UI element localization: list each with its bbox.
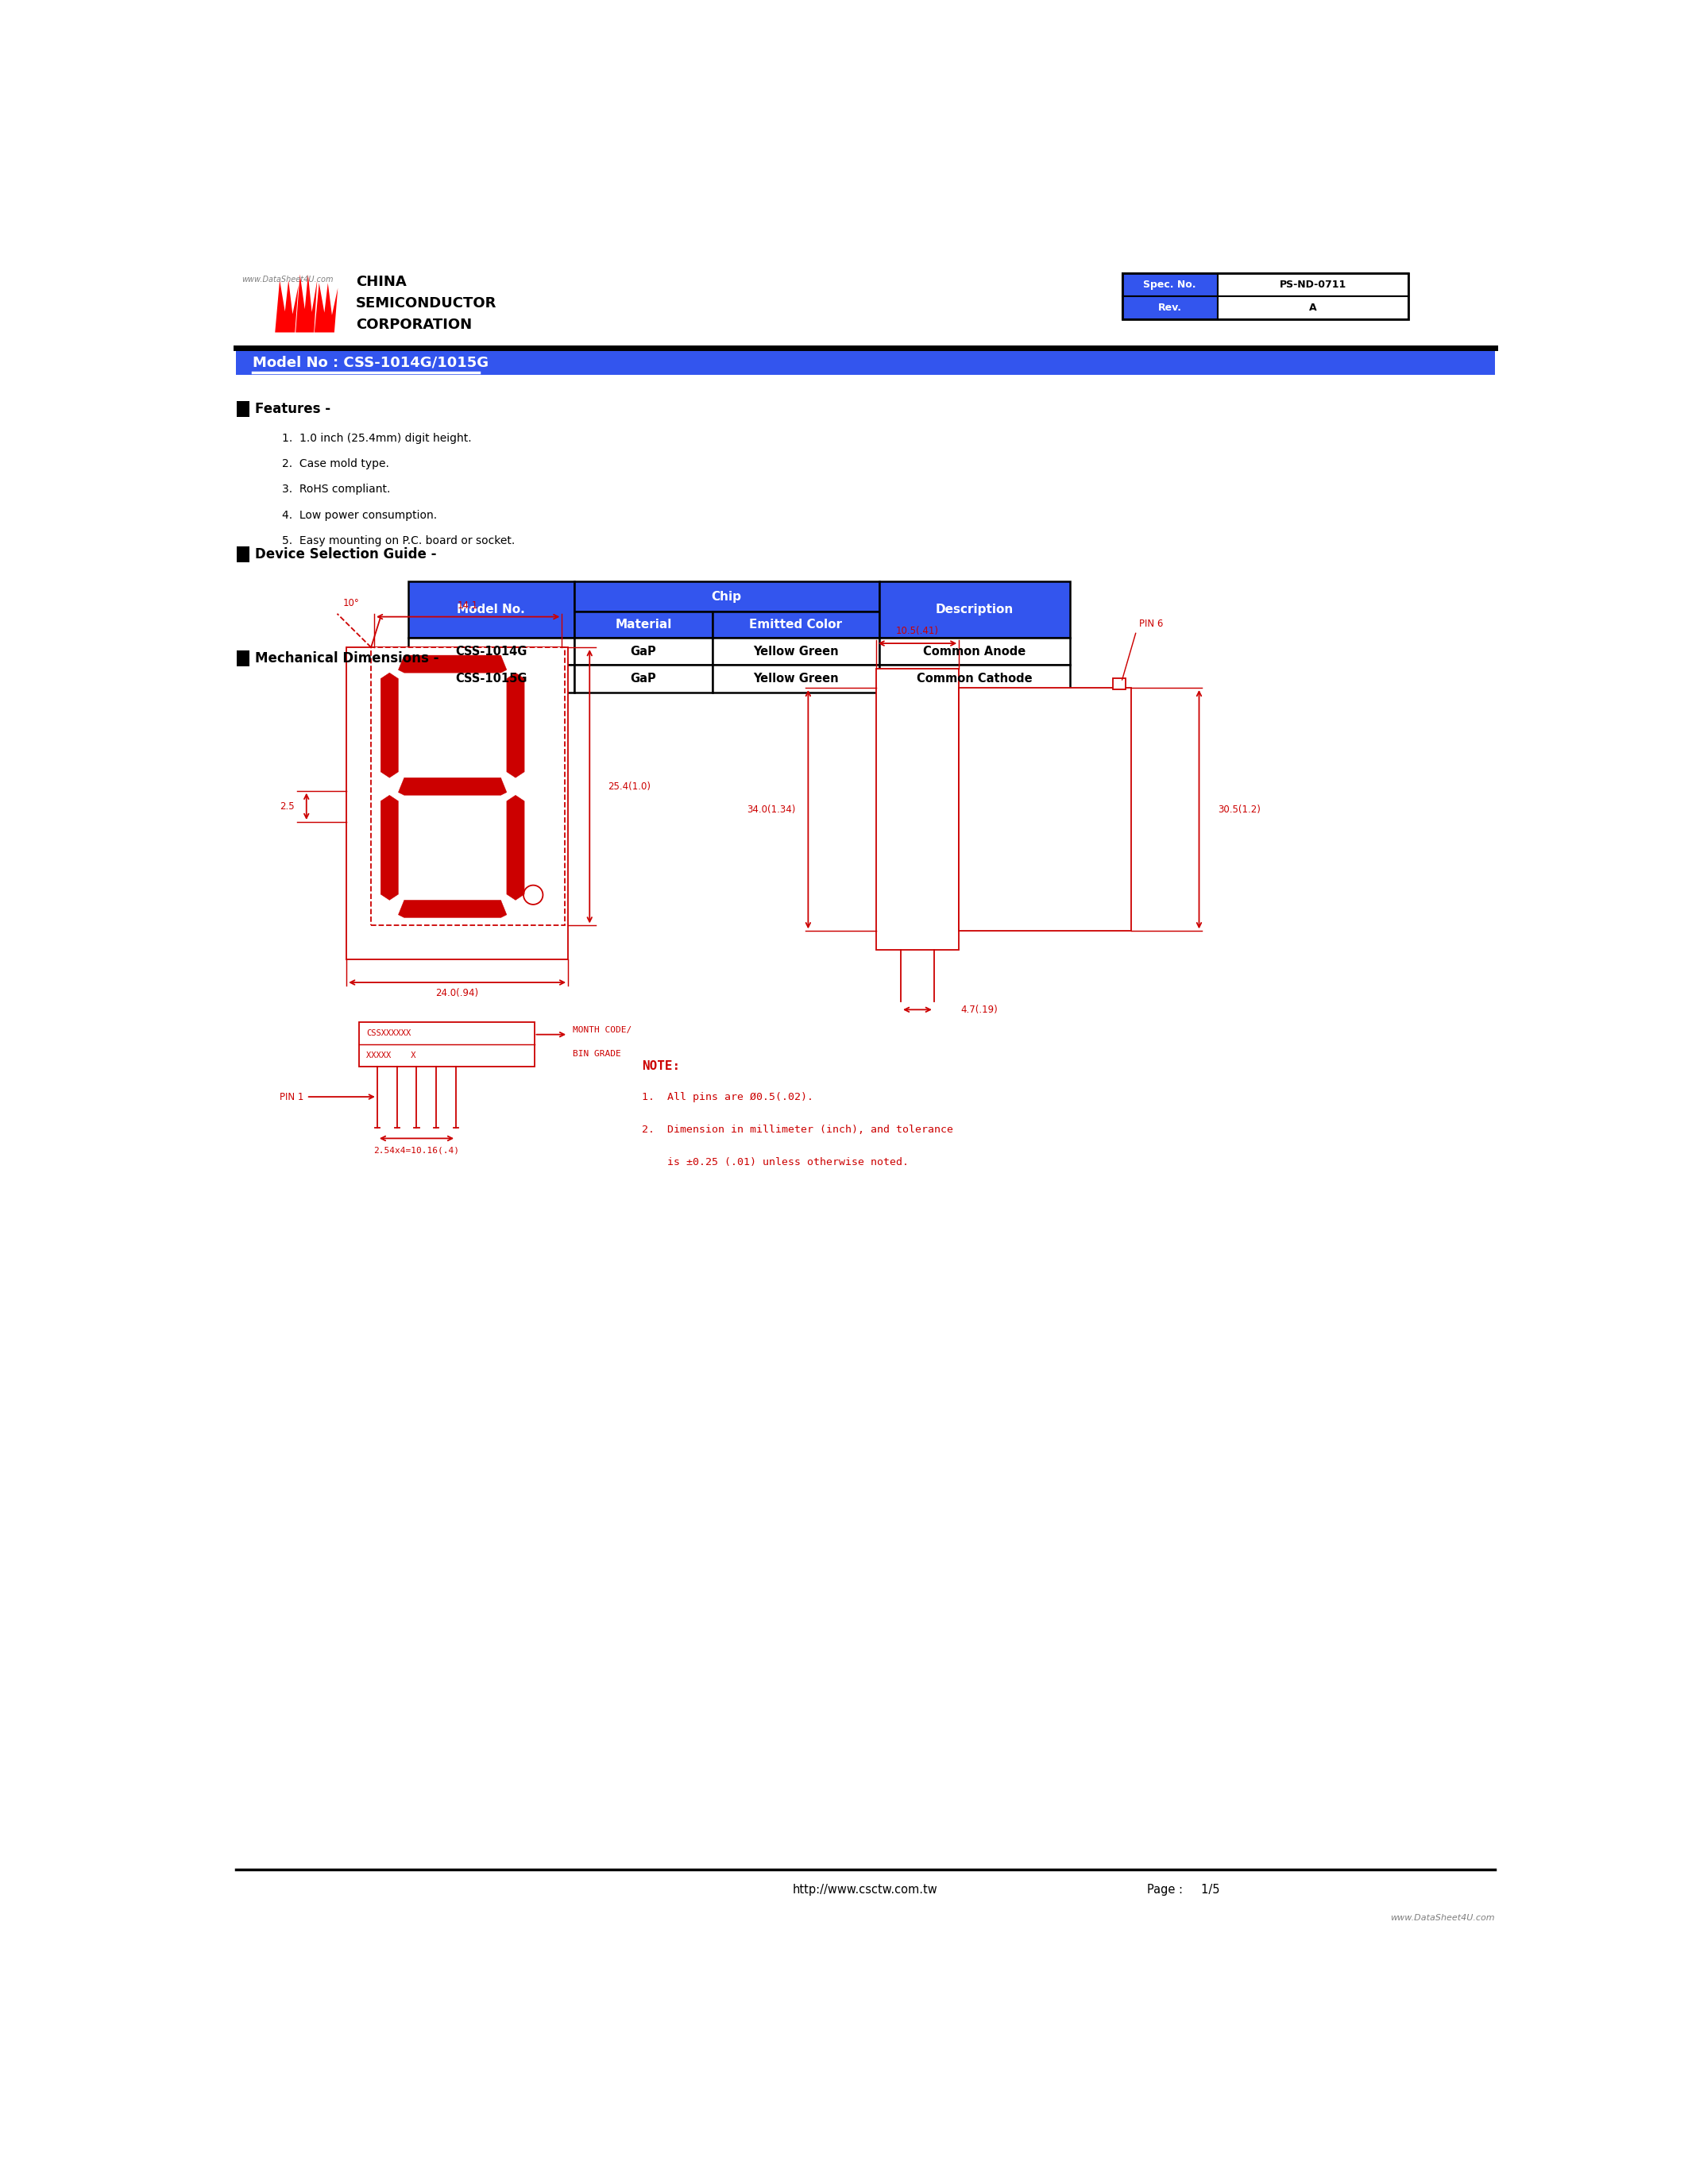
Text: 2.54x4=10.16(.4): 2.54x4=10.16(.4) <box>373 1147 459 1155</box>
PathPatch shape <box>506 673 525 778</box>
Text: Emitted Color: Emitted Color <box>749 618 842 631</box>
Text: XXXXX    X: XXXXX X <box>366 1051 415 1059</box>
PathPatch shape <box>381 795 398 900</box>
Text: 1.  All pins are Ø0.5(.02).: 1. All pins are Ø0.5(.02). <box>641 1092 814 1103</box>
Text: 14.1: 14.1 <box>457 601 478 612</box>
Bar <box>574 581 879 612</box>
Bar <box>959 688 1131 930</box>
Text: PS-ND-0711: PS-ND-0711 <box>1280 280 1347 290</box>
Bar <box>879 581 1070 638</box>
Bar <box>574 638 712 666</box>
Bar <box>876 668 959 950</box>
Text: 2.  Case mold type.: 2. Case mold type. <box>282 459 388 470</box>
Text: 10.5(.41): 10.5(.41) <box>896 627 939 636</box>
Bar <box>408 581 574 638</box>
Bar <box>1217 297 1408 319</box>
Bar <box>879 666 1070 692</box>
Text: PIN 6: PIN 6 <box>1139 618 1163 629</box>
PathPatch shape <box>381 673 398 778</box>
Bar <box>712 666 879 692</box>
Text: 25.4(1.0): 25.4(1.0) <box>608 782 652 791</box>
Text: Spec. No.: Spec. No. <box>1143 280 1197 290</box>
Text: GaP: GaP <box>631 644 657 657</box>
Bar <box>574 612 712 638</box>
Text: Chip: Chip <box>712 590 741 603</box>
Text: MONTH CODE/: MONTH CODE/ <box>572 1026 631 1033</box>
Bar <box>346 646 569 959</box>
Text: Yellow Green: Yellow Green <box>753 644 839 657</box>
Text: 2.5: 2.5 <box>279 802 294 812</box>
Text: NOTE:: NOTE: <box>641 1059 680 1072</box>
Bar <box>236 651 250 666</box>
Text: 2.  Dimension in millimeter (inch), and tolerance: 2. Dimension in millimeter (inch), and t… <box>641 1125 954 1136</box>
Bar <box>1123 297 1217 319</box>
Text: Mechanical Dimensions -: Mechanical Dimensions - <box>255 651 439 666</box>
Bar <box>712 612 879 638</box>
Text: CSS-1015G: CSS-1015G <box>456 673 527 686</box>
Text: Description: Description <box>935 603 1013 616</box>
Bar <box>236 349 1494 376</box>
PathPatch shape <box>275 280 299 332</box>
Text: 24.0(.94): 24.0(.94) <box>436 989 479 998</box>
Bar <box>408 638 574 666</box>
Text: 4.  Low power consumption.: 4. Low power consumption. <box>282 509 437 520</box>
Text: www.DataSheet4U.com: www.DataSheet4U.com <box>241 275 334 284</box>
Text: GaP: GaP <box>631 673 657 686</box>
Text: Common Cathode: Common Cathode <box>917 673 1033 686</box>
PathPatch shape <box>295 275 317 332</box>
Text: Page :     1/5: Page : 1/5 <box>1146 1885 1219 1896</box>
Text: www.DataSheet4U.com: www.DataSheet4U.com <box>1389 1913 1494 1922</box>
Text: Model No : CSS-1014G/1015G: Model No : CSS-1014G/1015G <box>253 356 490 369</box>
Bar <box>1123 273 1408 319</box>
Text: Common Anode: Common Anode <box>923 644 1026 657</box>
Text: 4.7(.19): 4.7(.19) <box>960 1005 998 1016</box>
Bar <box>360 1022 533 1066</box>
Text: Material: Material <box>614 618 672 631</box>
PathPatch shape <box>398 655 506 673</box>
Bar <box>1123 273 1217 297</box>
Text: 5.  Easy mounting on P.C. board or socket.: 5. Easy mounting on P.C. board or socket… <box>282 535 515 546</box>
PathPatch shape <box>398 778 506 795</box>
Bar <box>712 638 879 666</box>
Text: BIN GRADE: BIN GRADE <box>572 1051 621 1057</box>
Text: 3.  RoHS compliant.: 3. RoHS compliant. <box>282 485 390 496</box>
Text: Device Selection Guide -: Device Selection Guide - <box>255 548 437 561</box>
Text: Model No.: Model No. <box>457 603 525 616</box>
Text: http://www.csctw.com.tw: http://www.csctw.com.tw <box>793 1885 939 1896</box>
Text: Rev.: Rev. <box>1158 304 1182 312</box>
Bar <box>1217 273 1408 297</box>
Text: Yellow Green: Yellow Green <box>753 673 839 686</box>
Text: CHINA: CHINA <box>356 275 407 288</box>
Text: PIN 1: PIN 1 <box>279 1092 304 1103</box>
Text: is ±0.25 (.01) unless otherwise noted.: is ±0.25 (.01) unless otherwise noted. <box>641 1158 908 1166</box>
Bar <box>371 646 565 926</box>
Text: CSS-1014G: CSS-1014G <box>456 644 527 657</box>
PathPatch shape <box>398 900 506 917</box>
Bar <box>879 638 1070 666</box>
Text: 1.  1.0 inch (25.4mm) digit height.: 1. 1.0 inch (25.4mm) digit height. <box>282 432 471 443</box>
Text: A: A <box>1310 304 1317 312</box>
PathPatch shape <box>506 795 525 900</box>
PathPatch shape <box>314 284 338 332</box>
Text: SEMICONDUCTOR: SEMICONDUCTOR <box>356 297 496 310</box>
Text: 30.5(1.2): 30.5(1.2) <box>1217 804 1261 815</box>
Text: 10°: 10° <box>343 598 360 609</box>
Bar <box>236 546 250 561</box>
Bar <box>408 666 574 692</box>
Text: Features -: Features - <box>255 402 331 415</box>
Text: CORPORATION: CORPORATION <box>356 319 471 332</box>
Bar <box>236 402 250 417</box>
Text: 34.0(1.34): 34.0(1.34) <box>746 804 795 815</box>
Bar <box>574 666 712 692</box>
Text: CSSXXXXXX: CSSXXXXXX <box>366 1029 410 1037</box>
Bar <box>1112 677 1126 688</box>
